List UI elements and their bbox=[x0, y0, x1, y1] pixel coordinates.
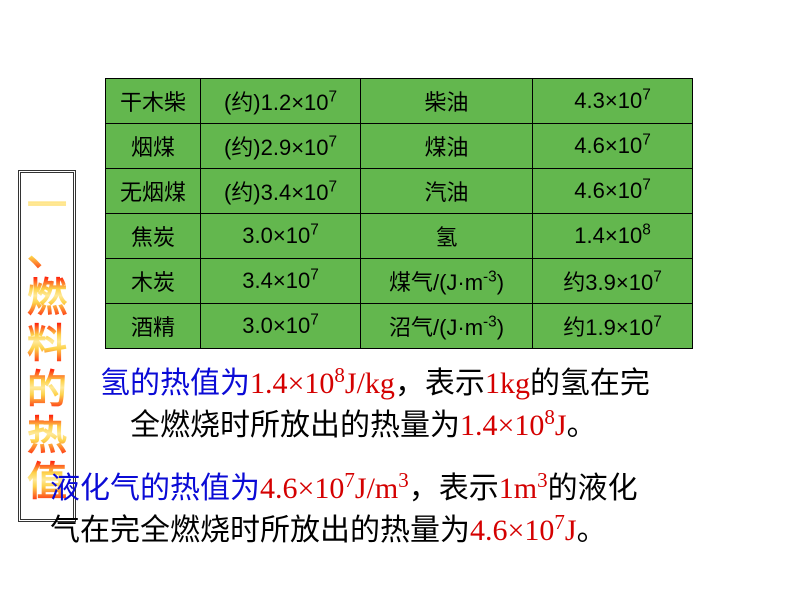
table-row: 烟煤 (约)2.9×107 煤油 4.6×107 bbox=[106, 124, 693, 169]
cell-fuel: 烟煤 bbox=[106, 124, 201, 169]
cell-value: 3.0×107 bbox=[201, 304, 361, 349]
text-red: 4.6×107J bbox=[470, 514, 577, 547]
cell-value: (约)2.9×107 bbox=[201, 124, 361, 169]
text: 全燃烧时所放出的热量为 bbox=[130, 409, 460, 442]
heat-value-table: 干木柴 (约)1.2×107 柴油 4.3×107 烟煤 (约)2.9×107 … bbox=[105, 78, 693, 349]
text-blue: 液化气的热值为 bbox=[50, 472, 260, 505]
text-red: 1.4×108J bbox=[460, 409, 567, 442]
text-red: 1.4×108J/kg bbox=[250, 367, 395, 400]
table-row: 无烟煤 (约)3.4×107 汽油 4.6×107 bbox=[106, 169, 693, 214]
heading-char: 热 bbox=[27, 413, 67, 459]
cell-fuel: 焦炭 bbox=[106, 214, 201, 259]
cell-value: 约1.9×107 bbox=[533, 304, 693, 349]
cell-value: 3.0×107 bbox=[201, 214, 361, 259]
text: ，表示 bbox=[395, 367, 485, 400]
text: ，表示 bbox=[409, 472, 499, 505]
cell-value: 1.4×108 bbox=[533, 214, 693, 259]
text-red: 1m3 bbox=[499, 472, 548, 505]
cell-fuel: 木炭 bbox=[106, 259, 201, 304]
heading-char: 一 bbox=[27, 183, 67, 229]
cell-fuel: 沼气/(J·m-3) bbox=[361, 304, 533, 349]
cell-fuel: 氢 bbox=[361, 214, 533, 259]
text: 。 bbox=[577, 514, 607, 547]
heading-char: 燃 bbox=[27, 275, 67, 321]
text: 气在完全燃烧时所放出的热量为 bbox=[50, 514, 470, 547]
cell-fuel: 无烟煤 bbox=[106, 169, 201, 214]
heading-char: 的 bbox=[27, 367, 67, 413]
cell-value: 约3.9×107 bbox=[533, 259, 693, 304]
cell-value: (约)3.4×107 bbox=[201, 169, 361, 214]
explanation-hydrogen: 氢的热值为1.4×108J/kg，表示1kg的氢在完 全燃烧时所放出的热量为1.… bbox=[100, 363, 770, 447]
cell-fuel: 煤气/(J·m-3) bbox=[361, 259, 533, 304]
table-row: 干木柴 (约)1.2×107 柴油 4.3×107 bbox=[106, 79, 693, 124]
cell-value: 4.6×107 bbox=[533, 169, 693, 214]
cell-value: (约)1.2×107 bbox=[201, 79, 361, 124]
cell-value: 4.6×107 bbox=[533, 124, 693, 169]
cell-fuel: 干木柴 bbox=[106, 79, 201, 124]
heading-char: 料 bbox=[27, 321, 67, 367]
table-row: 酒精 3.0×107 沼气/(J·m-3) 约1.9×107 bbox=[106, 304, 693, 349]
slide-container: 一 、 燃 料 的 热 值 干木柴 (约)1.2×107 柴油 4.3×107 … bbox=[0, 0, 794, 596]
cell-value: 3.4×107 bbox=[201, 259, 361, 304]
cell-value: 4.3×107 bbox=[533, 79, 693, 124]
table-body: 干木柴 (约)1.2×107 柴油 4.3×107 烟煤 (约)2.9×107 … bbox=[106, 79, 693, 349]
text: 的液化 bbox=[548, 472, 638, 505]
cell-fuel: 柴油 bbox=[361, 79, 533, 124]
cell-fuel: 煤油 bbox=[361, 124, 533, 169]
text-blue: 氢的热值为 bbox=[100, 367, 250, 400]
cell-fuel: 酒精 bbox=[106, 304, 201, 349]
heading-char: 、 bbox=[27, 229, 67, 275]
explanation-lpg: 液化气的热值为4.6×107J/m3，表示1m3的液化 气在完全燃烧时所放出的热… bbox=[50, 468, 770, 552]
text: 的氢在完 bbox=[530, 367, 650, 400]
cell-fuel: 汽油 bbox=[361, 169, 533, 214]
table-row: 焦炭 3.0×107 氢 1.4×108 bbox=[106, 214, 693, 259]
text-red: 1kg bbox=[485, 367, 530, 400]
text-red: 4.6×107J/m3 bbox=[260, 472, 409, 505]
table-row: 木炭 3.4×107 煤气/(J·m-3) 约3.9×107 bbox=[106, 259, 693, 304]
text: 。 bbox=[567, 409, 597, 442]
